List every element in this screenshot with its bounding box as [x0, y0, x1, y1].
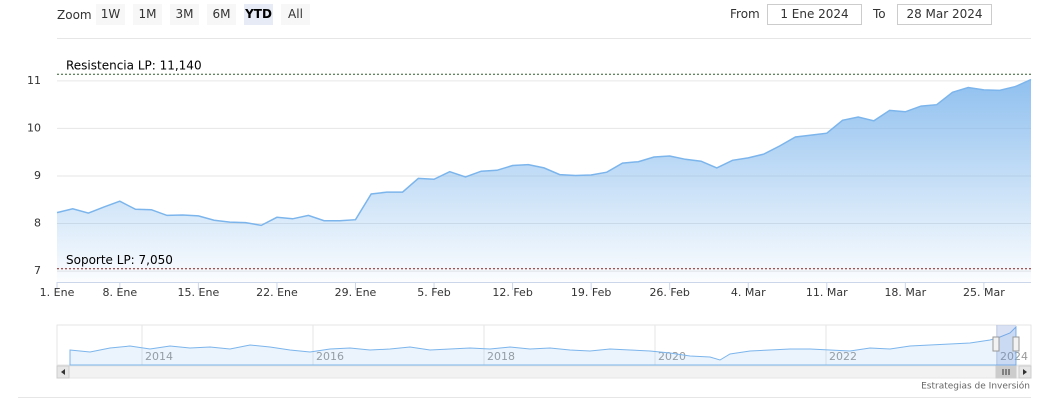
- from-label: From: [730, 7, 760, 21]
- y-tick-label: 9: [34, 169, 41, 182]
- scrollbar-track[interactable]: [56, 365, 1032, 379]
- y-tick-label: 8: [34, 217, 41, 230]
- scrollbar-left[interactable]: [56, 365, 70, 379]
- zoom-label: Zoom: [57, 8, 92, 22]
- navigator-year: 2022: [829, 350, 857, 363]
- x-tick-label: 12. Feb: [492, 286, 532, 299]
- x-tick-label: 18. Mar: [884, 286, 926, 299]
- range-button[interactable]: 3M: [170, 4, 199, 25]
- scrollbar: [56, 365, 1032, 379]
- navigator-year: 2024: [1000, 350, 1028, 363]
- x-tick-label: 5. Feb: [417, 286, 450, 299]
- y-tick-label: 7: [34, 264, 41, 277]
- x-tick-label: 29. Ene: [335, 286, 377, 299]
- x-tick-label: 22. Ene: [256, 286, 298, 299]
- x-tick-label: 26. Feb: [649, 286, 689, 299]
- range-button[interactable]: All: [281, 4, 310, 25]
- navigator-frame: [56, 324, 1032, 366]
- area: [57, 79, 1031, 282]
- navigator-year: 2018: [487, 350, 515, 363]
- plot-line-label: Soporte LP: 7,050: [66, 253, 173, 267]
- x-tick-label: 4. Mar: [731, 286, 766, 299]
- to-input[interactable]: 28 Mar 2024: [897, 4, 992, 25]
- x-tick-label: 1. Ene: [40, 286, 75, 299]
- range-button[interactable]: 6M: [207, 4, 236, 25]
- navigator-handle[interactable]: [1012, 336, 1020, 352]
- scrollbar-right[interactable]: [1018, 365, 1032, 379]
- navigator-year: 2014: [145, 350, 173, 363]
- from-input[interactable]: 1 Ene 2024: [767, 4, 862, 25]
- range-button[interactable]: 1M: [133, 4, 162, 25]
- credits: Estrategias de Inversión: [921, 381, 1030, 392]
- navigator-series: [69, 325, 1017, 366]
- range-button[interactable]: 1W: [96, 4, 125, 25]
- navigator-selection[interactable]: [996, 325, 1016, 365]
- plot: 7 8 9 10 11 1. Ene 8. Ene 15. Ene 22. Ene 29. Ene…: [27, 59, 1032, 299]
- range-button[interactable]: YTD: [244, 4, 273, 25]
- x-tick-label: 19. Feb: [571, 286, 611, 299]
- navigator: 2014 2016 2018 2020 2022 2024: [56, 324, 1032, 366]
- y-tick-label: 10: [27, 121, 41, 134]
- navigator-year: 2020: [658, 350, 686, 363]
- y-tick-label: 11: [27, 74, 41, 87]
- scrollbar-thumb[interactable]: [995, 365, 1017, 379]
- to-label: To: [873, 7, 886, 21]
- x-tick-label: 8. Ene: [102, 286, 137, 299]
- line: [56, 78, 1032, 227]
- navigator-handle[interactable]: [992, 336, 1000, 352]
- x-tick-label: 15. Ene: [178, 286, 220, 299]
- plot-line-label: Resistencia LP: 11,140: [66, 59, 202, 73]
- navigator-year: 2016: [316, 350, 344, 363]
- x-tick-label: 11. Mar: [806, 286, 848, 299]
- x-tick-label: 25. Mar: [963, 286, 1005, 299]
